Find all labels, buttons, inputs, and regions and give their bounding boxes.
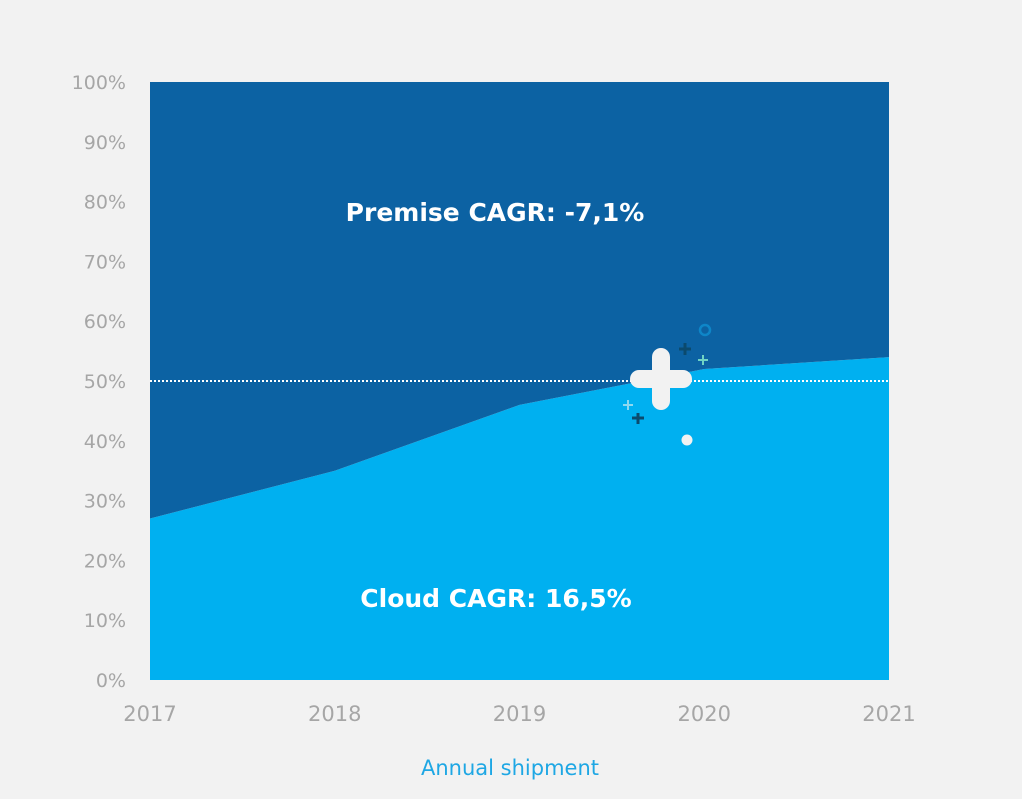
y-tick-label: 50% [84,371,126,393]
x-tick-label: 2018 [308,702,361,726]
large-plus-icon [630,348,692,410]
x-tick-label: 2019 [493,702,546,726]
y-tick-label: 40% [84,431,126,453]
x-axis-label: Annual shipment [421,756,599,780]
x-tick-label: 2021 [862,702,915,726]
y-tick-label: 100% [72,72,126,94]
y-tick-label: 70% [84,251,126,273]
ring-icon [698,323,712,337]
y-tick-label: 0% [96,670,126,692]
y-tick-label: 20% [84,550,126,572]
sparkle-decoration [623,323,712,446]
small-plus-icon [698,355,708,365]
small-plus-icon [632,413,644,424]
dot-icon [681,434,693,446]
premise-cagr-annotation: Premise CAGR: -7,1% [346,198,645,227]
small-plus-icon [679,343,691,355]
y-tick-label: 90% [84,132,126,154]
y-tick-label: 30% [84,491,126,513]
y-axis: 0% 10% 20% 30% 40% 50% 60% 70% 80% 90% 100% [72,72,126,692]
y-tick-label: 80% [84,192,126,214]
small-plus-icon [623,400,633,410]
y-tick-label: 60% [84,311,126,333]
area-cloud [150,357,889,680]
x-axis: 2017 2018 2019 2020 2021 [123,702,915,726]
x-tick-label: 2017 [123,702,176,726]
plot-areas [150,82,889,680]
area-premise [150,82,889,519]
y-tick-label: 10% [84,610,126,632]
cloud-cagr-annotation: Cloud CAGR: 16,5% [360,584,631,613]
x-tick-label: 2020 [678,702,731,726]
